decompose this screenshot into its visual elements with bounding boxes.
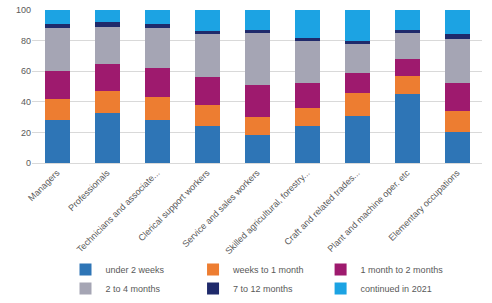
- svg-text:Professionals: Professionals: [66, 167, 112, 213]
- svg-text:Technicians and associate...: Technicians and associate...: [75, 168, 162, 255]
- svg-text:Craft and related trades...: Craft and related trades...: [282, 168, 361, 247]
- svg-text:Managers: Managers: [26, 167, 62, 203]
- svg-text:continued in 2021: continued in 2021: [361, 284, 432, 294]
- svg-text:100: 100: [16, 5, 31, 15]
- svg-text:Clerical support workers: Clerical support workers: [136, 167, 212, 243]
- svg-text:weeks to 1 month: weeks to 1 month: [232, 265, 304, 275]
- svg-text:60: 60: [21, 66, 31, 76]
- svg-text:40: 40: [21, 97, 31, 107]
- svg-text:0: 0: [26, 158, 31, 168]
- svg-text:Elementary occupations: Elementary occupations: [387, 167, 462, 242]
- svg-text:Service and sales workers: Service and sales workers: [180, 167, 262, 249]
- svg-text:80: 80: [21, 36, 31, 46]
- svg-text:2 to 4 months: 2 to 4 months: [106, 284, 161, 294]
- svg-text:Plant and machine oper. etc: Plant and machine oper. etc: [326, 167, 412, 253]
- svg-text:Skilled agricultural, forestry: Skilled agricultural, forestry...: [223, 168, 311, 256]
- svg-text:1 month to 2 months: 1 month to 2 months: [361, 265, 444, 275]
- svg-text:7 to 12 months: 7 to 12 months: [233, 284, 293, 294]
- svg-text:20: 20: [21, 128, 31, 138]
- svg-text:under 2 weeks: under 2 weeks: [106, 265, 165, 275]
